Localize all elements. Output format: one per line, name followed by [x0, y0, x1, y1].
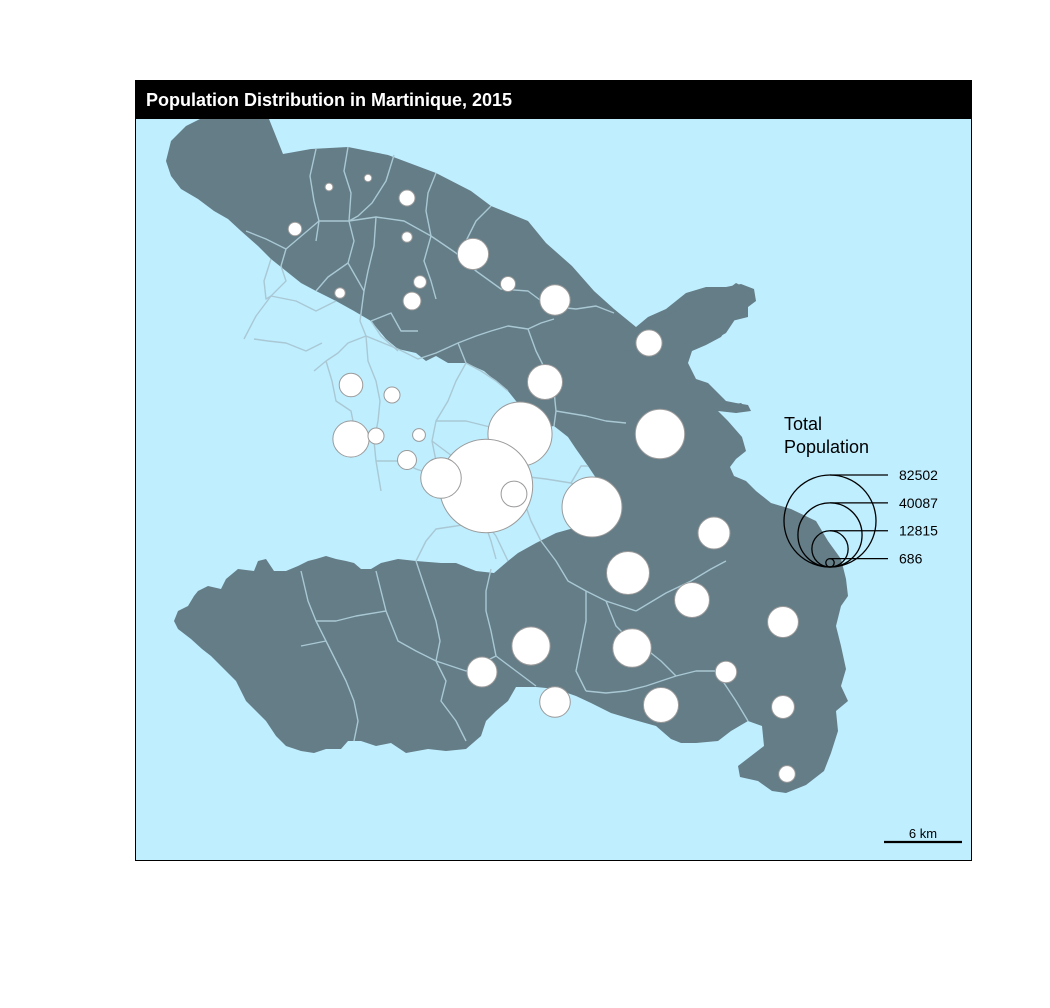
- population-symbol: [561, 476, 623, 538]
- scale-bar: 6 km: [884, 826, 962, 844]
- legend-value-label: 12815: [899, 523, 938, 539]
- legend-value-label: 40087: [899, 495, 938, 511]
- population-symbol: [526, 363, 564, 401]
- population-symbol: [398, 189, 416, 207]
- island-islet: [726, 403, 748, 413]
- population-symbol: [383, 386, 401, 404]
- map-title: Population Distribution in Martinique, 2…: [146, 90, 513, 110]
- population-symbol: [324, 182, 334, 192]
- population-symbol: [606, 551, 650, 595]
- population-symbol: [697, 516, 731, 550]
- legend: Total Population 82502 40087 12815 686: [783, 414, 938, 568]
- population-symbol: [642, 686, 680, 724]
- martinique-land: [166, 99, 848, 793]
- legend-title-line1: Total: [784, 414, 822, 434]
- population-symbol: [466, 656, 498, 688]
- population-symbol: [412, 428, 426, 442]
- population-symbol: [413, 275, 427, 289]
- commune-borders: [243, 146, 749, 742]
- population-symbol: [511, 626, 551, 666]
- population-symbol: [714, 660, 738, 684]
- population-symbol: [500, 480, 528, 508]
- population-symbol: [778, 765, 796, 783]
- population-symbol: [334, 287, 346, 299]
- population-symbol: [612, 628, 652, 668]
- population-symbol: [397, 450, 417, 470]
- population-symbol: [635, 329, 663, 357]
- map-canvas: Total Population 82502 40087 12815 686 6 km: [166, 99, 962, 844]
- population-symbol: [332, 420, 370, 458]
- population-symbol: [674, 582, 710, 618]
- population-symbol: [367, 427, 385, 445]
- legend-title-line2: Population: [784, 437, 869, 457]
- population-symbol: [420, 457, 462, 499]
- population-symbol: [456, 237, 490, 271]
- population-symbol: [402, 291, 422, 311]
- population-symbol: [539, 686, 571, 718]
- population-symbol: [401, 231, 413, 243]
- title-bar: Population Distribution in Martinique, 2…: [136, 81, 971, 119]
- population-symbol: [634, 408, 686, 460]
- population-symbol: [539, 284, 571, 316]
- legend-value-label: 686: [899, 551, 923, 567]
- proportional-symbols: [287, 173, 799, 783]
- population-symbol: [767, 606, 799, 638]
- population-symbol: [771, 695, 795, 719]
- population-symbol: [287, 221, 303, 237]
- map-frame: Total Population 82502 40087 12815 686 6 km…: [135, 80, 972, 861]
- legend-value-label: 82502: [899, 467, 938, 483]
- legend-circles: 82502 40087 12815 686: [783, 467, 938, 568]
- scale-bar-label: 6 km: [909, 826, 937, 841]
- population-symbol: [499, 275, 517, 293]
- population-symbol: [363, 173, 373, 183]
- population-symbol: [338, 372, 364, 398]
